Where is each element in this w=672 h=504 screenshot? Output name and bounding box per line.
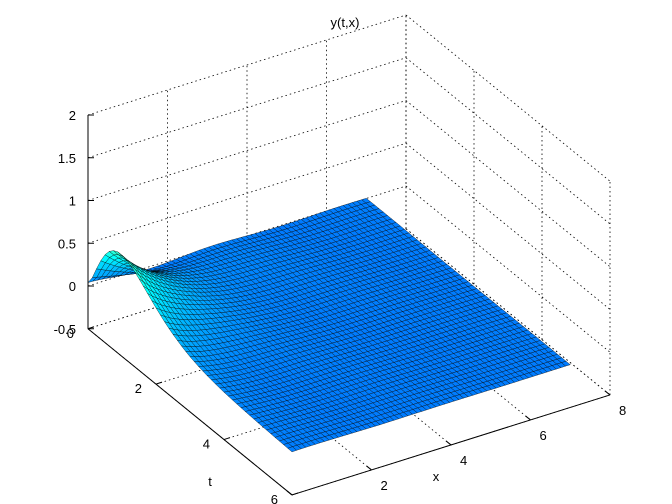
z-tick-label: -0.5 bbox=[54, 322, 76, 337]
z-tick-label: 0.5 bbox=[58, 236, 76, 251]
x-tick-label: 0 bbox=[301, 503, 308, 504]
grid-line bbox=[87, 100, 407, 201]
t-tick-label: 2 bbox=[135, 381, 142, 396]
x-tick-mark bbox=[604, 390, 611, 396]
tick-labels: -0.500.511.52024602468 bbox=[54, 108, 627, 504]
t-tick-label: 0 bbox=[67, 326, 74, 341]
t-axis-line bbox=[87, 328, 293, 496]
grid-line bbox=[405, 57, 611, 225]
grid-line bbox=[405, 142, 611, 310]
z-tick-label: 1 bbox=[69, 194, 76, 209]
x-axis-label: x bbox=[433, 469, 440, 484]
t-tick-label: 4 bbox=[203, 437, 210, 452]
t-tick-label: 6 bbox=[271, 492, 278, 504]
grid-line bbox=[87, 57, 407, 159]
x-tick-label: 6 bbox=[540, 428, 547, 443]
t-tick-mark bbox=[223, 437, 231, 441]
x-tick-label: 2 bbox=[381, 478, 388, 493]
t-tick-mark bbox=[87, 326, 95, 330]
chart-title: y(t,x) bbox=[331, 15, 360, 30]
t-axis-label: t bbox=[208, 474, 212, 489]
t-tick-mark bbox=[155, 381, 163, 385]
x-tick-mark bbox=[366, 465, 372, 471]
grid-line bbox=[405, 228, 611, 396]
x-tick-label: 4 bbox=[460, 453, 467, 468]
grid-line bbox=[405, 100, 611, 268]
grid-line bbox=[87, 142, 407, 244]
z-tick-label: 2 bbox=[69, 108, 76, 123]
t-tick-mark bbox=[291, 492, 299, 496]
grid-line bbox=[405, 185, 611, 353]
z-tick-label: 1.5 bbox=[58, 151, 76, 166]
x-tick-mark bbox=[445, 440, 452, 446]
surface-patch bbox=[287, 446, 297, 453]
x-tick-mark bbox=[286, 490, 293, 496]
grid-line bbox=[87, 14, 407, 116]
x-tick-label: 8 bbox=[619, 403, 626, 418]
x-tick-mark bbox=[525, 415, 531, 421]
surface-mesh bbox=[87, 198, 571, 453]
z-tick-label: 0 bbox=[69, 279, 76, 294]
grid-line bbox=[405, 14, 611, 182]
